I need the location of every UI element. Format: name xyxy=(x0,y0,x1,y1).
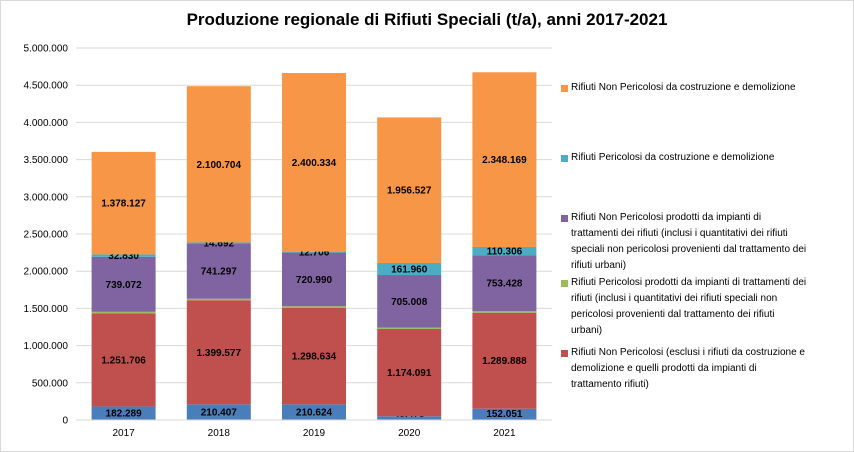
x-tick-label: 2017 xyxy=(112,428,135,439)
legend-swatch xyxy=(561,85,568,92)
bar-segment xyxy=(282,307,346,405)
data-label: 1.956.527 xyxy=(387,186,432,197)
data-label: 161.960 xyxy=(391,265,428,276)
legend-label: Rifiuti Pericolosi da costruzione e demo… xyxy=(571,152,775,163)
bar-segment xyxy=(186,298,251,301)
y-tick-label: 3.500.000 xyxy=(24,155,69,166)
data-label: 1.399.577 xyxy=(197,348,242,359)
legend-label: Rifiuti Pericolosi prodotti da impianti … xyxy=(571,277,807,336)
data-label: 1.378.127 xyxy=(101,199,146,210)
y-tick-label: 1.000.000 xyxy=(24,341,69,352)
y-tick-label: 4.500.000 xyxy=(24,81,69,92)
y-tick-label: 1.500.000 xyxy=(24,304,69,315)
legend-label: Rifiuti Non Pericolosi (esclusi i rifiut… xyxy=(571,347,805,390)
data-label: 152.051 xyxy=(486,409,523,420)
bar-segment xyxy=(472,246,537,256)
bar-segment xyxy=(377,117,442,263)
legend-swatch xyxy=(561,215,568,222)
bar-segment xyxy=(377,328,442,417)
bar-segment xyxy=(186,242,251,244)
legend-label: Rifiuti Non Pericolosi da costruzione e … xyxy=(571,82,796,93)
bar-segment xyxy=(186,300,251,405)
x-tick-label: 2019 xyxy=(303,428,326,439)
data-label: 2.100.704 xyxy=(197,160,242,171)
data-label: 1.251.706 xyxy=(101,355,146,366)
bar-segment xyxy=(186,404,251,420)
data-label: 1.289.888 xyxy=(482,356,527,367)
bar-segment xyxy=(377,275,442,328)
y-tick-label: 0 xyxy=(62,416,68,427)
data-label: 705.008 xyxy=(391,297,428,308)
legend-label: Rifiuti Non Pericolosi prodotti da impia… xyxy=(571,212,807,271)
y-tick-label: 3.000.000 xyxy=(24,192,69,203)
y-tick-label: 2.000.000 xyxy=(24,267,69,278)
bar-segment xyxy=(472,312,537,409)
data-label: 32.830 xyxy=(108,251,139,262)
data-label: 739.072 xyxy=(106,280,143,291)
bar-segment xyxy=(377,327,442,329)
data-label: 720.990 xyxy=(296,275,333,286)
x-tick-label: 2020 xyxy=(398,428,421,439)
bar-segment xyxy=(186,243,251,299)
bar-segment xyxy=(91,313,156,407)
y-tick-label: 5.000.000 xyxy=(24,44,69,55)
bar-segment xyxy=(472,255,537,312)
bar-segment xyxy=(91,254,156,257)
data-label: 110.306 xyxy=(487,247,523,258)
bar-segment xyxy=(282,306,346,308)
data-label: 2.348.169 xyxy=(482,155,527,166)
bar-segment xyxy=(91,406,156,420)
legend-swatch xyxy=(561,155,568,162)
y-tick-label: 4.000.000 xyxy=(24,118,69,129)
data-label: 12.706 xyxy=(299,248,330,259)
legend-swatch xyxy=(561,280,568,287)
bar-segment xyxy=(377,262,442,276)
data-label: 753.428 xyxy=(486,279,523,290)
chart-title: Produzione regionale di Rifiuti Speciali… xyxy=(186,10,668,29)
bar-segment xyxy=(377,416,442,420)
bar-segment xyxy=(282,251,346,253)
x-tick-label: 2018 xyxy=(208,428,231,439)
bar-segment xyxy=(91,311,156,314)
bar-segment xyxy=(472,408,537,420)
data-label: 182.289 xyxy=(106,409,143,420)
bar-segment xyxy=(91,151,156,255)
data-label: 1.174.091 xyxy=(387,368,432,379)
bar-segment xyxy=(472,72,537,247)
bar-segment xyxy=(91,256,156,312)
bar-segment xyxy=(186,86,251,243)
data-label: 1.298.634 xyxy=(292,352,337,363)
data-label: 2.400.334 xyxy=(292,158,337,169)
bar-segment xyxy=(472,311,537,313)
x-tick-label: 2021 xyxy=(493,428,516,439)
bar-segment xyxy=(282,73,346,252)
y-tick-label: 500.000 xyxy=(32,378,69,389)
data-label: 14.692 xyxy=(204,239,235,250)
y-tick-label: 2.500.000 xyxy=(24,230,69,241)
legend-swatch xyxy=(561,350,568,357)
bar-segment xyxy=(282,404,346,420)
data-label: 741.297 xyxy=(201,267,238,278)
data-label: 210.624 xyxy=(296,408,333,419)
data-label: 210.407 xyxy=(201,408,238,419)
bar-segment xyxy=(282,252,346,307)
